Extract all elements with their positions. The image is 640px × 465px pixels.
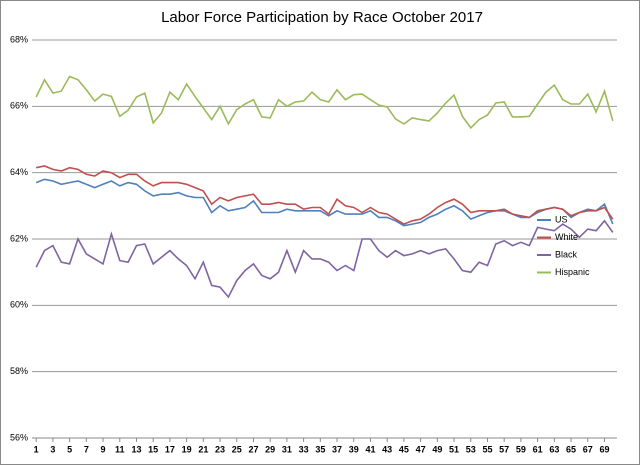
x-tick-label: 67 <box>583 444 593 454</box>
x-tick-label: 61 <box>533 444 543 454</box>
x-tick-label: 45 <box>399 444 409 454</box>
x-tick-label: 19 <box>182 444 192 454</box>
x-tick-label: 25 <box>232 444 242 454</box>
x-tick-label: 49 <box>432 444 442 454</box>
series-line <box>35 75 614 130</box>
x-tick-label: 47 <box>416 444 426 454</box>
y-tick-label: 56% <box>10 432 28 442</box>
x-tick-label: 9 <box>101 444 106 454</box>
x-tick-label: 27 <box>248 444 258 454</box>
x-tick-label: 23 <box>215 444 225 454</box>
x-tick-label: 5 <box>67 444 72 454</box>
x-tick-label: 43 <box>382 444 392 454</box>
x-tick-label: 31 <box>282 444 292 454</box>
x-tick-label: 1 <box>34 444 39 454</box>
x-tick-label: 63 <box>549 444 559 454</box>
x-tick-label: 69 <box>599 444 609 454</box>
x-tick-label: 35 <box>315 444 325 454</box>
x-tick-label: 57 <box>499 444 509 454</box>
x-tick-label: 15 <box>148 444 158 454</box>
series-line <box>36 165 614 225</box>
x-tick-label: 41 <box>365 444 375 454</box>
y-tick-label: 68% <box>10 34 28 44</box>
legend-label: Black <box>555 249 578 259</box>
y-tick-label: 62% <box>10 233 28 243</box>
x-tick-label: 53 <box>466 444 476 454</box>
x-tick-label: 39 <box>349 444 359 454</box>
x-tick-label: 29 <box>265 444 275 454</box>
x-tick-label: 51 <box>449 444 459 454</box>
x-tick-label: 13 <box>131 444 141 454</box>
x-tick-label: 17 <box>165 444 175 454</box>
chart-title: Labor Force Participation by Race Octobe… <box>161 9 483 26</box>
x-tick-label: 37 <box>332 444 342 454</box>
x-tick-label: 11 <box>115 444 125 454</box>
x-tick-label: 55 <box>482 444 492 454</box>
y-tick-label: 58% <box>10 366 28 376</box>
y-tick-label: 64% <box>10 167 28 177</box>
x-tick-label: 59 <box>516 444 526 454</box>
legend-label: White <box>555 232 578 242</box>
x-tick-label: 33 <box>299 444 309 454</box>
x-tick-label: 3 <box>50 444 55 454</box>
y-tick-label: 60% <box>10 300 28 310</box>
x-tick-label: 21 <box>198 444 208 454</box>
series-line <box>35 219 614 299</box>
x-tick-label: 65 <box>566 444 576 454</box>
legend-label: US <box>555 214 568 224</box>
x-tick-label: 7 <box>84 444 89 454</box>
legend-label: Hispanic <box>555 267 590 277</box>
y-tick-label: 66% <box>10 101 28 111</box>
